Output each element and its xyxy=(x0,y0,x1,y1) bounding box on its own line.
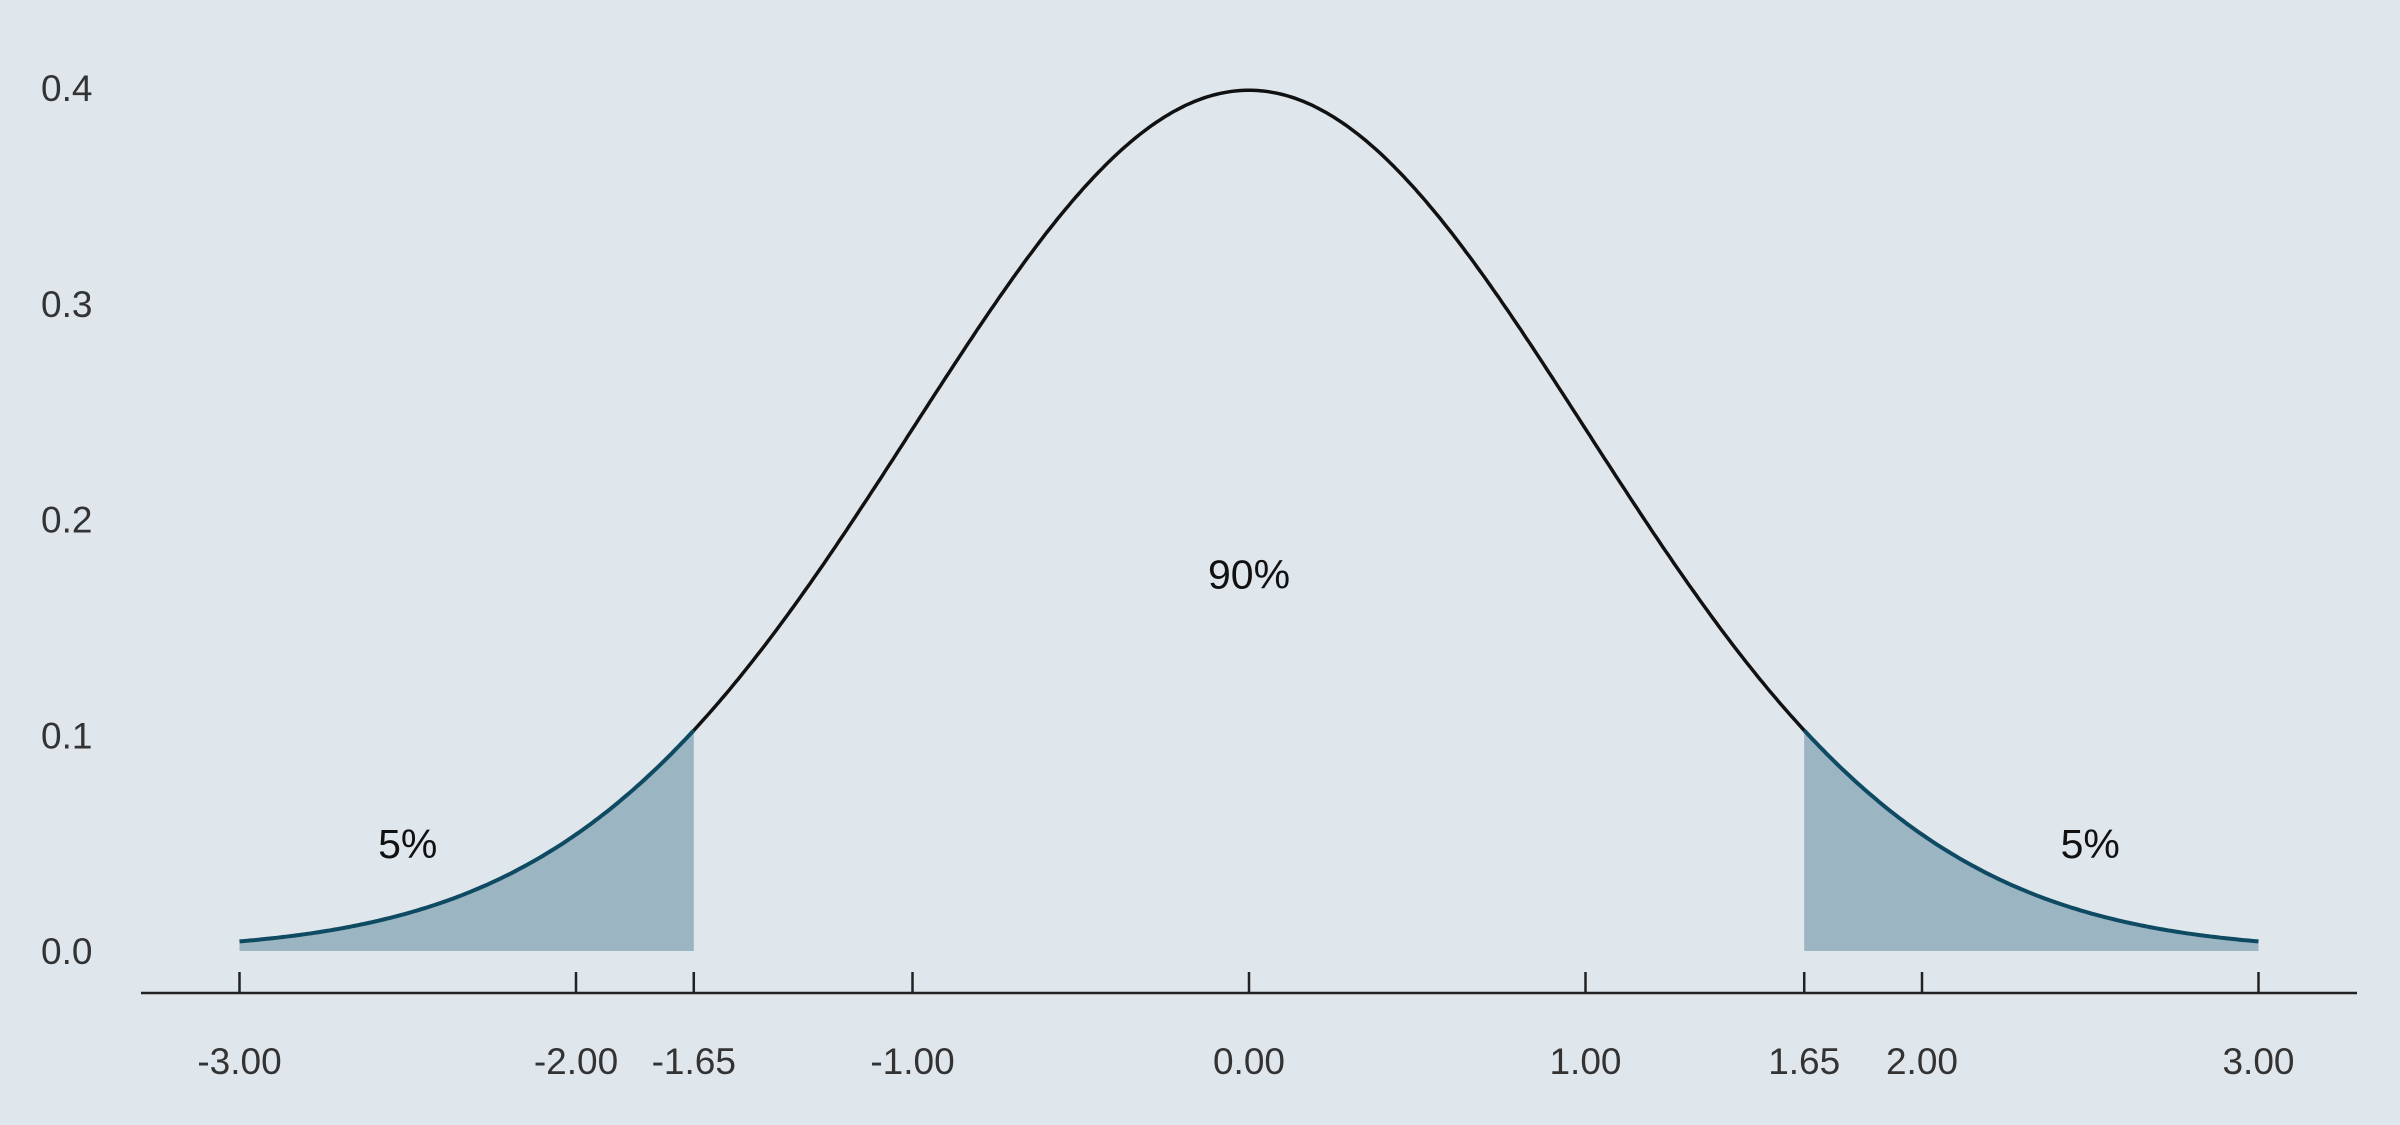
x-tick-label: -1.65 xyxy=(652,1041,736,1082)
x-tick-label: -2.00 xyxy=(534,1041,618,1082)
x-tick-label: -1.00 xyxy=(870,1041,954,1082)
x-tick-label: 2.00 xyxy=(1886,1041,1958,1082)
right-tail-area xyxy=(1804,730,2259,951)
x-axis: -3.00 -2.00 -1.65 -1.00 0.00 1.00 1.65 2.00 3.00 xyxy=(141,972,2357,1082)
curve-layer xyxy=(692,88,1806,732)
x-tick-label: -3.00 xyxy=(197,1041,281,1082)
density-curve xyxy=(692,88,1806,732)
right-tail-percent: 5% xyxy=(2061,821,2120,867)
left-tail-percent: 5% xyxy=(378,821,437,867)
x-tick-label: 3.00 xyxy=(2222,1041,2294,1082)
y-tick-label: 0.1 xyxy=(41,715,92,756)
y-tick-label: 0.0 xyxy=(41,931,92,972)
left-tail-area xyxy=(239,730,694,951)
center-percent: 90% xyxy=(1208,552,1290,598)
y-tick-label: 0.4 xyxy=(41,68,92,109)
x-tick-label: 1.65 xyxy=(1768,1041,1840,1082)
left-tail-edge xyxy=(239,729,696,944)
right-tail-edge xyxy=(1802,729,2259,944)
y-tick-label: 0.3 xyxy=(41,284,92,325)
y-tick-label: 0.2 xyxy=(41,500,92,541)
x-tick-label: 0.00 xyxy=(1213,1041,1285,1082)
x-tick-label: 1.00 xyxy=(1549,1041,1621,1082)
annotations: 5% 90% 5% xyxy=(378,552,2120,868)
y-axis-labels: 0.0 0.1 0.2 0.3 0.4 xyxy=(41,68,92,972)
shaded-tails xyxy=(239,729,2259,951)
